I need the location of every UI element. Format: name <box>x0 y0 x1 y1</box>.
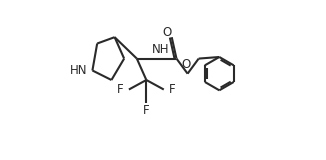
Text: F: F <box>169 83 175 96</box>
Text: F: F <box>117 83 124 96</box>
Text: F: F <box>143 104 150 117</box>
Text: HN: HN <box>70 64 87 77</box>
Text: O: O <box>181 58 191 71</box>
Text: O: O <box>162 26 171 39</box>
Text: NH: NH <box>152 43 170 56</box>
